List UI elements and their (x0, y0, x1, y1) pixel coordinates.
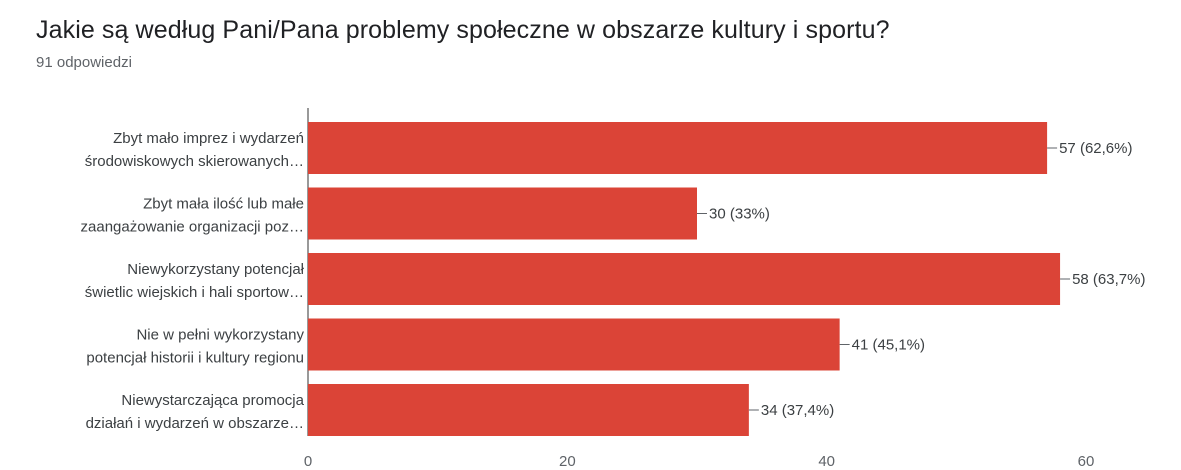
category-label: Nie w pełni wykorzystany (136, 327, 304, 344)
chart-title: Jakie są według Pani/Pana problemy społe… (36, 16, 890, 44)
category-label: potencjał historii i kultury regionu (86, 350, 304, 367)
category-label: świetlic wiejskich i hali sportow… (85, 284, 304, 301)
x-tick-label: 0 (304, 453, 312, 470)
bar (308, 384, 749, 436)
category-label: Zbyt mała ilość lub małe (143, 196, 304, 213)
x-tick-label: 20 (559, 453, 576, 470)
x-tick-label: 40 (818, 453, 835, 470)
category-label: Niewystarczająca promocja (121, 392, 304, 409)
bar-value-label: 58 (63,7%) (1072, 271, 1145, 288)
bar (308, 122, 1048, 174)
bar-value-label: 41 (45,1%) (852, 337, 925, 354)
category-label: zaangażowanie organizacji poz… (81, 219, 304, 236)
bar-value-label: 57 (62,6%) (1059, 140, 1132, 157)
category-label: Niewykorzystany potencjał (127, 261, 304, 278)
bar (308, 253, 1061, 305)
category-label: środowiskowych skierowanych… (85, 153, 304, 170)
x-tick-label: 60 (1078, 453, 1095, 470)
bar (308, 187, 697, 240)
bar-value-label: 34 (37,4%) (761, 402, 834, 419)
bar (308, 318, 840, 371)
response-count: 91 odpowiedzi (36, 54, 132, 71)
category-label: działań i wydarzeń w obszarze… (86, 415, 304, 432)
category-label: Zbyt mało imprez i wydarzeń (113, 130, 304, 147)
bar-value-label: 30 (33%) (709, 206, 770, 223)
